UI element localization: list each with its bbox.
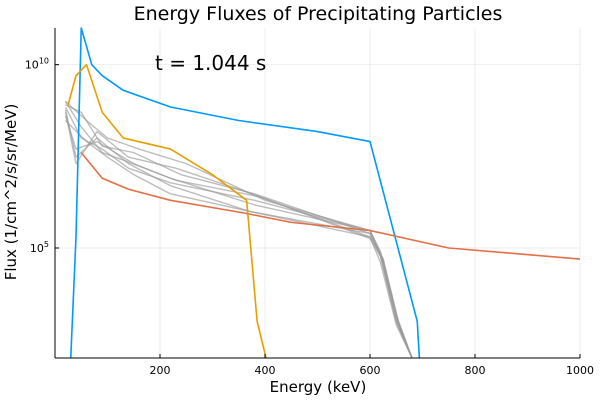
- y-tick-base: 10: [30, 242, 44, 255]
- time-annotation: t = 1.044 s: [155, 51, 266, 75]
- series-group: [64, 27, 581, 359]
- axes: [54, 28, 580, 359]
- y-tick-base: 10: [25, 59, 39, 72]
- x-tick-label: 1000: [566, 364, 594, 377]
- x-tick-label: 600: [360, 364, 381, 377]
- x-tick-label: 400: [255, 364, 276, 377]
- y-tick-exponent: 5: [44, 240, 49, 249]
- y-tick-exponent: 10: [39, 57, 49, 66]
- y-tick-label: 1010: [25, 57, 49, 72]
- x-axis-label: Energy (keV): [270, 378, 367, 396]
- series-line: [80, 152, 581, 260]
- series-line: [67, 63, 267, 359]
- y-axis-label: Flux (1/cm^2/s/sr/MeV): [2, 104, 20, 281]
- grid: [55, 28, 581, 358]
- chart-title: Energy Fluxes of Precipitating Particles: [134, 3, 503, 25]
- x-tick-label: 200: [150, 364, 171, 377]
- series-line: [69, 27, 421, 359]
- x-tick-label: 800: [465, 364, 486, 377]
- series-line: [65, 120, 413, 359]
- y-tick-label: 105: [30, 240, 49, 255]
- series-line: [64, 115, 413, 359]
